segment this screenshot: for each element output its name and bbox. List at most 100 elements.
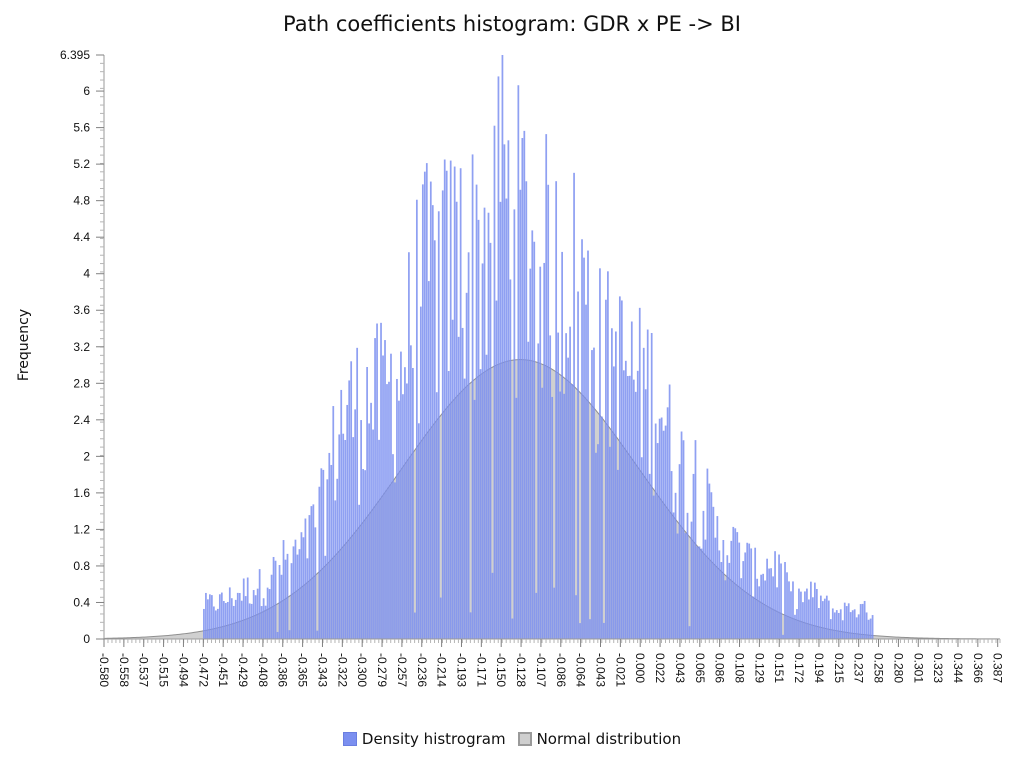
x-tick-label: 0.215 [832, 653, 846, 683]
histogram-bar [819, 595, 822, 639]
histogram-bar [268, 589, 271, 639]
histogram-bar [674, 492, 677, 639]
histogram-bar [607, 271, 609, 639]
x-tick-label: -0.171 [474, 653, 488, 687]
histogram-bar [525, 181, 528, 639]
histogram-bar [244, 596, 247, 639]
histogram-bars [203, 55, 874, 640]
histogram-bar [256, 588, 259, 639]
x-tick-label: 0.323 [931, 653, 945, 683]
histogram-bar [831, 608, 834, 639]
histogram-bar [712, 506, 715, 639]
histogram-bar [802, 602, 804, 639]
histogram-bar [808, 599, 810, 639]
legend-item-histogram[interactable]: Density histrogram [342, 730, 506, 748]
histogram-bar [254, 595, 257, 639]
x-tick-label: -0.451 [216, 653, 230, 687]
histogram-bar [214, 610, 217, 639]
histogram-bar [342, 433, 345, 639]
histogram-bar [694, 440, 697, 639]
histogram-bar [252, 590, 255, 639]
histogram-bar [684, 533, 687, 639]
x-tick-label: 0.301 [911, 653, 925, 683]
histogram-bar [471, 154, 474, 639]
histogram-bar [788, 581, 790, 639]
histogram-bar [350, 361, 353, 639]
histogram-bar [463, 378, 466, 639]
histogram-bar [449, 160, 452, 639]
histogram-bar [680, 431, 683, 639]
histogram-bar [318, 486, 321, 639]
histogram-bar [736, 532, 739, 639]
x-tick-label: -0.537 [137, 653, 151, 687]
histogram-bar [817, 608, 820, 639]
histogram-bar [346, 404, 349, 639]
x-tick-label: -0.386 [276, 653, 290, 687]
histogram-bar [742, 561, 745, 639]
histogram-bar [280, 574, 283, 639]
histogram-bar [804, 591, 806, 639]
histogram-bar [338, 434, 341, 639]
histogram-bar [833, 612, 836, 639]
histogram-bar [567, 357, 569, 639]
histogram-bar [386, 384, 388, 639]
x-tick-label: 0.280 [891, 653, 905, 683]
histogram-bar [559, 391, 562, 639]
histogram-bar [503, 144, 506, 640]
histogram-bar [286, 553, 289, 639]
histogram-bar [857, 614, 860, 639]
histogram-bar [754, 547, 757, 639]
histogram-bar [748, 543, 751, 639]
x-tick-label: 0.108 [733, 653, 747, 683]
histogram-bar [495, 300, 498, 639]
chart-title: Path coefficients histogram: GDR x PE ->… [283, 12, 741, 36]
histogram-bar [499, 201, 502, 639]
y-tick-label: 5.2 [73, 157, 90, 171]
histogram-bar [288, 630, 291, 639]
histogram-bar [628, 375, 631, 639]
histogram-bar [443, 159, 446, 639]
histogram-bar [812, 597, 814, 639]
histogram-bar [827, 600, 830, 639]
y-tick-label: 6 [83, 84, 90, 98]
histogram-bar [240, 600, 243, 639]
x-tick-label: -0.429 [236, 653, 250, 687]
histogram-bar [435, 392, 438, 639]
histogram-bar [784, 562, 786, 639]
histogram-bar [537, 343, 540, 639]
histogram-bar [794, 614, 796, 639]
x-tick-label: -0.236 [415, 653, 429, 687]
legend-item-normal[interactable]: Normal distribution [517, 730, 681, 748]
y-tick-label: 0.8 [73, 559, 90, 573]
histogram-bar [234, 599, 237, 639]
x-tick-label: 0.043 [673, 653, 687, 683]
histogram-bar [630, 321, 633, 639]
x-tick-label: -0.322 [335, 653, 349, 687]
histogram-bar [417, 423, 420, 639]
histogram-bar [796, 609, 798, 639]
histogram-bar [224, 602, 227, 639]
histogram-bar [264, 605, 267, 639]
histogram-bar [296, 554, 299, 639]
histogram-bar [262, 598, 265, 639]
histogram-bar [696, 546, 699, 639]
histogram-bar [756, 578, 759, 639]
histogram-bar [577, 291, 579, 639]
histogram-bar [728, 562, 731, 639]
histogram-bar [814, 582, 816, 639]
histogram-bar [437, 211, 440, 639]
histogram-bar [815, 589, 818, 639]
histogram-bar [760, 574, 763, 639]
histogram-bar [310, 506, 313, 639]
histogram-bar [579, 623, 581, 639]
histogram-bar [553, 587, 556, 639]
histogram-bar [603, 622, 605, 639]
histogram-bar [501, 55, 504, 639]
histogram-bar [744, 552, 747, 639]
histogram-bar [841, 620, 844, 639]
histogram-bar [800, 591, 802, 639]
histogram-bar [865, 612, 868, 639]
histogram-bar [730, 540, 733, 639]
histogram-bar [461, 327, 464, 639]
histogram-bar [776, 587, 778, 639]
